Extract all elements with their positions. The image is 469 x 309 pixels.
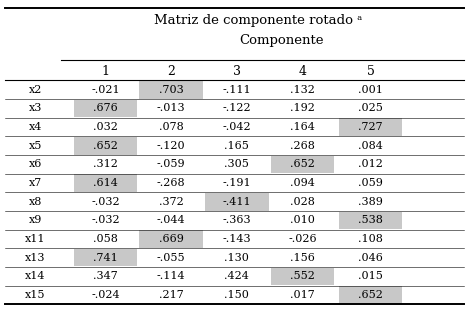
Text: .703: .703 <box>159 85 183 95</box>
Text: .538: .538 <box>358 215 383 225</box>
Text: .094: .094 <box>290 178 315 188</box>
Text: .084: .084 <box>358 141 383 151</box>
Text: -.059: -.059 <box>157 159 186 169</box>
Text: x13: x13 <box>25 253 45 263</box>
Text: x3: x3 <box>29 104 42 113</box>
Text: .046: .046 <box>358 253 383 263</box>
Text: x2: x2 <box>29 85 42 95</box>
FancyBboxPatch shape <box>271 156 334 173</box>
FancyBboxPatch shape <box>74 174 137 192</box>
Text: Matriz de componente rotado ᵃ: Matriz de componente rotado ᵃ <box>154 14 362 27</box>
FancyBboxPatch shape <box>339 212 402 229</box>
Text: .652: .652 <box>358 290 383 300</box>
Text: .305: .305 <box>224 159 250 169</box>
Text: .669: .669 <box>159 234 184 244</box>
Text: x8: x8 <box>29 197 42 207</box>
Text: .059: .059 <box>358 178 383 188</box>
Text: 3: 3 <box>233 65 241 78</box>
Text: -.042: -.042 <box>222 122 251 132</box>
Text: -.411: -.411 <box>222 197 251 207</box>
Text: -.143: -.143 <box>222 234 251 244</box>
Text: x5: x5 <box>29 141 42 151</box>
FancyBboxPatch shape <box>74 100 137 117</box>
Text: -.026: -.026 <box>288 234 317 244</box>
Text: 2: 2 <box>167 65 175 78</box>
Text: .108: .108 <box>358 234 383 244</box>
Text: .032: .032 <box>93 122 118 132</box>
Text: -.122: -.122 <box>222 104 251 113</box>
FancyBboxPatch shape <box>205 193 269 210</box>
Text: -.032: -.032 <box>91 215 120 225</box>
Text: .017: .017 <box>290 290 315 300</box>
Text: -.024: -.024 <box>91 290 120 300</box>
Text: x6: x6 <box>29 159 42 169</box>
FancyBboxPatch shape <box>74 249 137 266</box>
Text: .424: .424 <box>224 271 250 281</box>
Text: .372: .372 <box>159 197 183 207</box>
Text: .268: .268 <box>290 141 315 151</box>
Text: -.111: -.111 <box>222 85 251 95</box>
FancyBboxPatch shape <box>139 230 203 248</box>
Text: .217: .217 <box>159 290 183 300</box>
Text: .389: .389 <box>358 197 383 207</box>
Text: .015: .015 <box>358 271 383 281</box>
Text: 1: 1 <box>101 65 110 78</box>
Text: -.044: -.044 <box>157 215 186 225</box>
Text: .025: .025 <box>358 104 383 113</box>
Text: -.363: -.363 <box>222 215 251 225</box>
Text: x4: x4 <box>29 122 42 132</box>
Text: -.268: -.268 <box>157 178 186 188</box>
Text: .012: .012 <box>358 159 383 169</box>
Text: .028: .028 <box>290 197 315 207</box>
Text: -.191: -.191 <box>222 178 251 188</box>
FancyBboxPatch shape <box>339 286 402 304</box>
Text: -.055: -.055 <box>157 253 186 263</box>
Text: .652: .652 <box>290 159 315 169</box>
Text: .001: .001 <box>358 85 383 95</box>
Text: x15: x15 <box>25 290 45 300</box>
Text: .312: .312 <box>93 159 118 169</box>
Text: .347: .347 <box>93 271 118 281</box>
Text: 4: 4 <box>298 65 307 78</box>
Text: .058: .058 <box>93 234 118 244</box>
Text: .727: .727 <box>358 122 383 132</box>
Text: x9: x9 <box>29 215 42 225</box>
Text: .132: .132 <box>290 85 315 95</box>
Text: -.114: -.114 <box>157 271 186 281</box>
FancyBboxPatch shape <box>339 118 402 136</box>
Text: .614: .614 <box>93 178 118 188</box>
Text: x7: x7 <box>29 178 42 188</box>
Text: -.021: -.021 <box>91 85 120 95</box>
Text: .130: .130 <box>224 253 250 263</box>
Text: .165: .165 <box>224 141 250 151</box>
Text: .078: .078 <box>159 122 183 132</box>
FancyBboxPatch shape <box>271 268 334 285</box>
Text: .156: .156 <box>290 253 315 263</box>
Text: .652: .652 <box>93 141 118 151</box>
Text: x14: x14 <box>25 271 45 281</box>
FancyBboxPatch shape <box>74 137 137 154</box>
Text: .676: .676 <box>93 104 118 113</box>
Text: .741: .741 <box>93 253 118 263</box>
Text: .552: .552 <box>290 271 315 281</box>
Text: 5: 5 <box>367 65 374 78</box>
Text: .164: .164 <box>290 122 315 132</box>
Text: -.032: -.032 <box>91 197 120 207</box>
Text: x11: x11 <box>25 234 45 244</box>
Text: .192: .192 <box>290 104 315 113</box>
Text: .150: .150 <box>224 290 250 300</box>
Text: -.120: -.120 <box>157 141 186 151</box>
Text: -.013: -.013 <box>157 104 186 113</box>
Text: Componente: Componente <box>239 34 324 47</box>
FancyBboxPatch shape <box>139 81 203 99</box>
Text: .010: .010 <box>290 215 315 225</box>
